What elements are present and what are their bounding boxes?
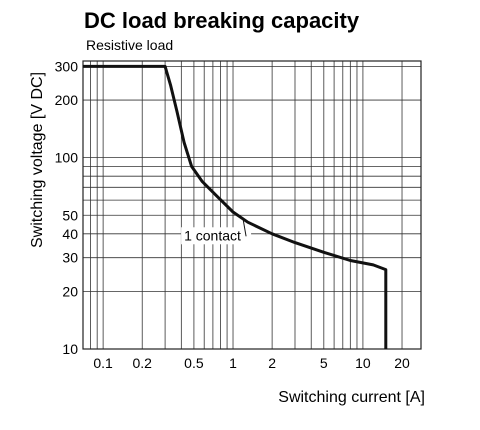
x-tick-label: 10 <box>355 355 371 371</box>
x-tick-label: 20 <box>394 355 410 371</box>
x-tick-label: 1 <box>229 355 237 371</box>
x-tick-label: 2 <box>268 355 276 371</box>
plot-area-frame <box>82 60 422 350</box>
grid <box>83 61 421 349</box>
y-tick-labels: 10 20 30 40 50 100 200 300 <box>55 58 79 357</box>
y-tick-label: 20 <box>62 283 78 299</box>
y-tick-label: 40 <box>62 226 78 242</box>
curves <box>83 64 388 349</box>
y-axis-label: Switching voltage [V DC] <box>29 72 46 248</box>
x-tick-label: 0.5 <box>184 355 204 371</box>
chart-title: DC load breaking capacity <box>84 8 360 33</box>
x-tick-label: 5 <box>320 355 328 371</box>
y-tick-label: 50 <box>62 207 78 223</box>
y-tick-label: 200 <box>55 92 79 108</box>
y-tick-label: 100 <box>55 150 79 166</box>
x-tick-label: 0.2 <box>132 355 152 371</box>
chart-subtitle: Resistive load <box>86 37 173 53</box>
y-tick-label: 300 <box>55 58 79 74</box>
series-line <box>83 64 388 349</box>
x-tick-labels: 0.1 0.2 0.5 1 2 5 10 20 <box>93 355 410 371</box>
x-axis-label: Switching current [A] <box>278 389 425 406</box>
annotation-label: 1 contact <box>184 227 241 243</box>
annotations: 1 contact <box>181 220 252 245</box>
y-tick-label: 30 <box>62 250 78 266</box>
annotation-leader <box>242 220 247 237</box>
x-tick-label: 0.1 <box>93 355 113 371</box>
y-tick-label: 10 <box>62 341 78 357</box>
annotation-background <box>181 227 252 245</box>
